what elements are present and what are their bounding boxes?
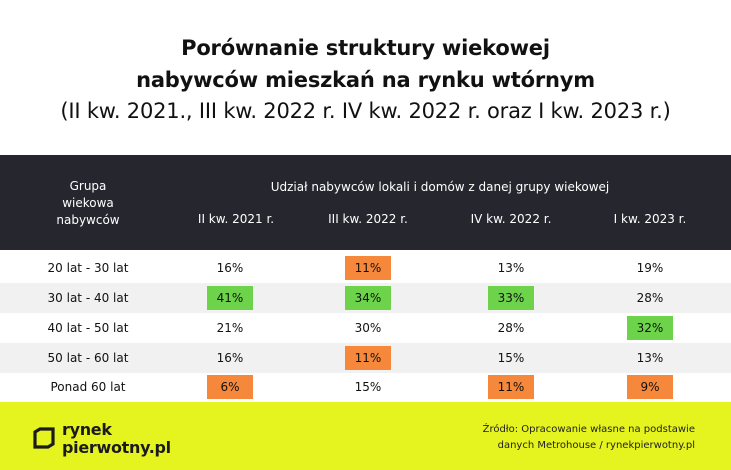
- value-cell: 21%: [216, 321, 244, 335]
- brand-logo: rynek pierwotny.pl: [32, 418, 192, 458]
- row-age-label: 20 lat - 30 lat: [47, 261, 129, 275]
- header-age-group-line-1: Grupa: [69, 179, 107, 193]
- highlighted-value-cell: 11%: [488, 375, 534, 399]
- header-col-q2-2021: II kw. 2021 r.: [197, 212, 275, 226]
- source-line-2: danych Metrohouse / rynekpierwotny.pl: [497, 440, 695, 451]
- row-age-label: Ponad 60 lat: [50, 380, 126, 394]
- value-cell: 15%: [497, 351, 525, 365]
- highlighted-value-cell: 6%: [207, 375, 253, 399]
- logo-text-pierwotny: pierwotny.pl: [62, 438, 171, 457]
- source-line-1: Źródło: Opracowanie własne na podstawie: [482, 424, 695, 435]
- row-age-label: 50 lat - 60 lat: [47, 351, 129, 365]
- logo-text-rynek: rynek: [62, 420, 112, 439]
- highlighted-value-cell: 11%: [345, 256, 391, 280]
- value-cell: 28%: [636, 291, 664, 305]
- row-age-label: 30 lat - 40 lat: [47, 291, 129, 305]
- highlighted-value-cell: 33%: [488, 286, 534, 310]
- header-age-group-line-3: nabywców: [56, 213, 120, 227]
- page-title-line-1: Porównanie struktury wiekowej: [181, 36, 550, 60]
- table-row: 30 lat - 40 lat 41% 34% 33% 28%: [0, 283, 731, 313]
- highlighted-value-cell: 32%: [627, 316, 673, 340]
- highlighted-value-cell: 9%: [627, 375, 673, 399]
- source-note: Źródło: Opracowanie własne na podstawie …: [435, 422, 695, 454]
- value-cell: 28%: [497, 321, 525, 335]
- highlighted-value-cell: 34%: [345, 286, 391, 310]
- table-row: Ponad 60 lat 6% 15% 11% 9%: [0, 372, 731, 402]
- row-age-label: 40 lat - 50 lat: [47, 321, 129, 335]
- header-col-q4-2022: IV kw. 2022 r.: [470, 212, 552, 226]
- header-age-group: Grupa wiekowa nabywców: [38, 178, 138, 229]
- highlighted-value-cell: 11%: [345, 346, 391, 370]
- table-header: Grupa wiekowa nabywców Udział nabywców l…: [0, 155, 731, 250]
- title-block: Porównanie struktury wiekowej nabywców m…: [0, 0, 731, 155]
- highlighted-value-cell: 41%: [207, 286, 253, 310]
- header-col-q3-2022: III kw. 2022 r.: [328, 212, 408, 226]
- value-cell: 30%: [354, 321, 382, 335]
- value-cell: 13%: [497, 261, 525, 275]
- bracket-square-icon: [33, 427, 55, 449]
- value-cell: 16%: [216, 261, 244, 275]
- page-title-line-2: nabywców mieszkań na rynku wtórnym: [136, 68, 595, 92]
- value-cell: 19%: [636, 261, 664, 275]
- footer: rynek pierwotny.pl Źródło: Opracowanie w…: [0, 402, 731, 470]
- header-share-label: Udział nabywców lokali i domów z danej g…: [270, 180, 610, 194]
- header-col-q1-2023: I kw. 2023 r.: [613, 212, 687, 226]
- table-row: 20 lat - 30 lat 16% 11% 13% 19%: [0, 253, 731, 283]
- table-row: 50 lat - 60 lat 16% 11% 15% 13%: [0, 343, 731, 373]
- header-age-group-line-2: wiekowa: [62, 196, 114, 210]
- table-row: 40 lat - 50 lat 21% 30% 28% 32%: [0, 313, 731, 343]
- page-subtitle: (II kw. 2021., III kw. 2022 r. IV kw. 20…: [60, 99, 671, 123]
- value-cell: 13%: [636, 351, 664, 365]
- value-cell: 15%: [354, 380, 382, 394]
- value-cell: 16%: [216, 351, 244, 365]
